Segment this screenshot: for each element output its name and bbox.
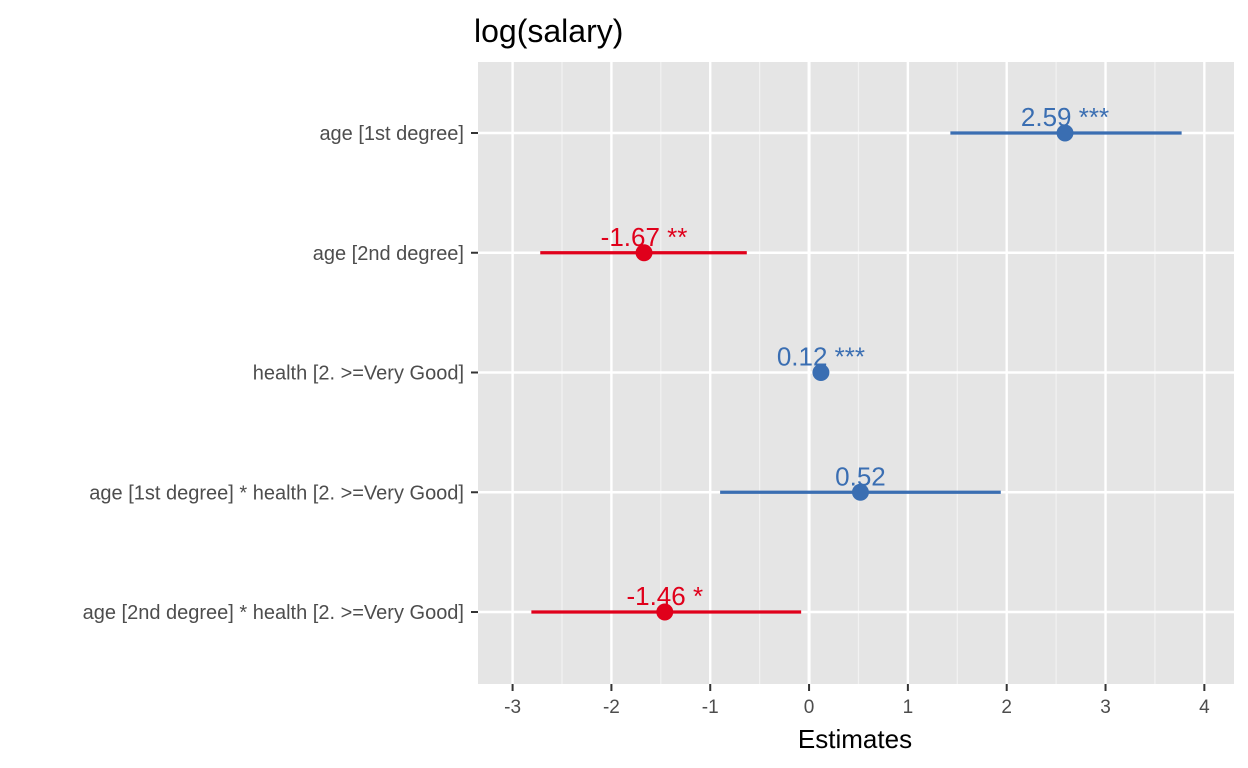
x-tick-label: 2	[1001, 697, 1012, 718]
y-tick-label: age [2nd degree]	[313, 243, 464, 265]
x-axis: -3 -2 -1 0 1 2 3 4	[504, 684, 1210, 718]
y-tick-label: age [2nd degree] * health [2. >=Very Goo…	[83, 602, 464, 624]
y-axis: age [1st degree] age [2nd degree] health […	[83, 123, 478, 624]
estimate-point	[635, 244, 653, 262]
y-tick-label: age [1st degree]	[319, 123, 464, 145]
x-tick-label: 3	[1100, 697, 1111, 718]
estimate-label: -1.46 *	[626, 581, 703, 611]
estimate-point	[851, 483, 869, 501]
x-tick-label: -2	[603, 697, 620, 718]
estimate-label: 2.59 ***	[1021, 102, 1109, 132]
estimate-point	[1056, 124, 1074, 142]
estimate-label: -1.67 **	[601, 222, 688, 252]
estimate-label: 0.12 ***	[777, 342, 865, 372]
x-tick-label: -3	[504, 697, 521, 718]
y-tick-label: health [2. >=Very Good]	[253, 363, 464, 385]
chart-title: log(salary)	[474, 13, 623, 49]
x-tick-label: 0	[804, 697, 815, 718]
x-tick-label: 1	[903, 697, 914, 718]
y-tick-label: age [1st degree] * health [2. >=Very Goo…	[89, 482, 464, 504]
x-axis-label: Estimates	[798, 724, 912, 754]
estimate-point	[656, 603, 674, 621]
estimate-label: 0.52	[835, 461, 886, 491]
estimate-point	[812, 364, 830, 381]
x-tick-label: 4	[1199, 697, 1210, 718]
x-tick-label: -1	[702, 697, 719, 718]
grid-lines	[478, 62, 1234, 684]
estimate-marks: 2.59 *** -1.67 ** 0.12 *** 0.52 -1.46 *	[531, 102, 1182, 621]
